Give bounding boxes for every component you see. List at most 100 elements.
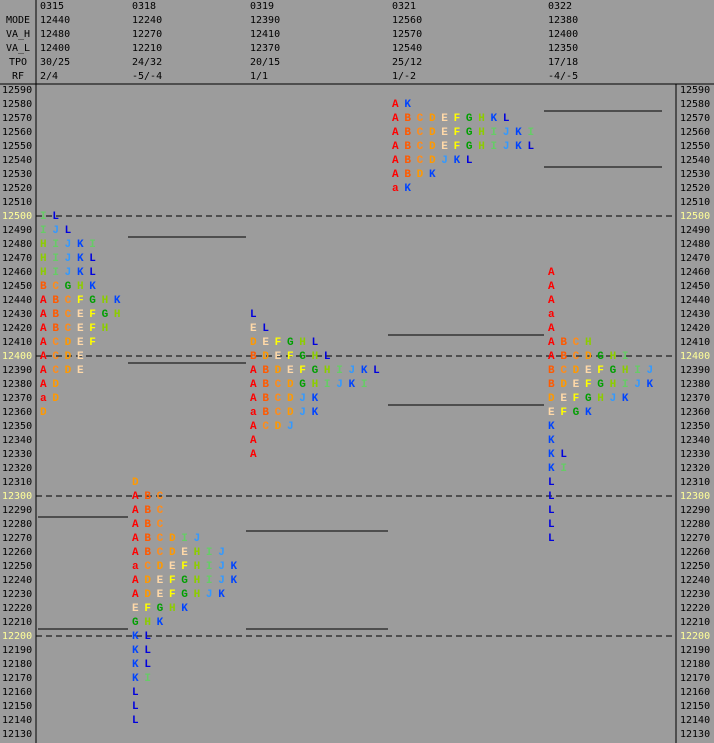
tpo-letter: J	[634, 379, 646, 391]
tpo-letter: C	[417, 155, 429, 167]
y-tick-label: 12460	[2, 267, 32, 278]
y-tick-label-right: 12450	[680, 281, 710, 292]
tpo-letter: D	[585, 351, 597, 363]
tpo-row: A	[548, 323, 560, 335]
tpo-letter: I	[40, 211, 52, 223]
tpo-letter: H	[102, 323, 114, 335]
y-tick-label: 12390	[2, 365, 32, 376]
tpo-letter: C	[157, 491, 169, 503]
tpo-letter: A	[548, 281, 560, 293]
tpo-letter: L	[132, 687, 144, 699]
tpo-letter: A	[548, 267, 560, 279]
tpo-letter: E	[77, 309, 89, 321]
y-tick-label: 12320	[2, 463, 32, 474]
tpo-row: ABCDEHIJ	[132, 547, 231, 559]
tpo-letter: L	[503, 113, 515, 125]
tpo-letter: I	[491, 127, 503, 139]
profile-tpo: 17/18	[548, 57, 578, 68]
tpo-row: GHK	[132, 617, 169, 629]
tpo-letter: J	[610, 393, 622, 405]
y-tick-label-right: 12330	[680, 449, 710, 460]
tpo-letter: C	[417, 141, 429, 153]
y-tick-label: 12430	[2, 309, 32, 320]
tpo-letter: C	[52, 351, 64, 363]
tpo-letter: F	[299, 365, 311, 377]
tpo-letter: H	[102, 295, 114, 307]
tpo-letter: K	[231, 561, 243, 573]
tpo-letter: B	[250, 351, 262, 363]
tpo-row: ABDK	[392, 169, 441, 181]
profile-mode: 12380	[548, 15, 578, 26]
tpo-letter: D	[560, 379, 572, 391]
tpo-letter: K	[89, 281, 101, 293]
tpo-letter: G	[89, 295, 101, 307]
tpo-row: AD	[40, 379, 65, 391]
profile-va-h: 12410	[250, 29, 280, 40]
tpo-letter: H	[194, 561, 206, 573]
profile-rf: -5/-4	[132, 71, 162, 82]
tpo-row: K	[548, 421, 560, 433]
tpo-row: DEFGHL	[250, 337, 324, 349]
y-tick-label-right: 12590	[680, 85, 710, 96]
tpo-letter: a	[40, 393, 52, 405]
y-tick-label: 12200	[2, 631, 32, 642]
y-tick-label-right: 12460	[680, 267, 710, 278]
tpo-letter: K	[132, 659, 144, 671]
tpo-letter: L	[250, 309, 262, 321]
tpo-letter: D	[275, 421, 287, 433]
tpo-row: HIJKL	[40, 267, 102, 279]
tpo-letter: D	[144, 589, 156, 601]
tpo-letter: L	[144, 659, 156, 671]
tpo-letter: L	[132, 715, 144, 727]
y-tick-label: 12560	[2, 127, 32, 138]
y-tick-label: 12440	[2, 295, 32, 306]
profile-va-l: 12370	[250, 43, 280, 54]
tpo-letter: H	[194, 589, 206, 601]
y-tick-label-right: 12370	[680, 393, 710, 404]
tpo-letter: E	[157, 575, 169, 587]
tpo-letter: H	[478, 127, 490, 139]
tpo-letter: D	[262, 351, 274, 363]
header-label: VA_H	[6, 29, 30, 40]
profile-mode: 12560	[392, 15, 422, 26]
y-tick-label: 12190	[2, 645, 32, 656]
profile-rf: 2/4	[40, 71, 58, 82]
tpo-letter: G	[181, 575, 193, 587]
profile-va-l: 12540	[392, 43, 422, 54]
tpo-letter: G	[597, 351, 609, 363]
tpo-letter: K	[181, 603, 193, 615]
tpo-letter: K	[429, 169, 441, 181]
tpo-letter: K	[548, 449, 560, 461]
tpo-letter: I	[560, 463, 572, 475]
tpo-letter: E	[573, 379, 585, 391]
tpo-row: ABCDEFGHKL	[392, 113, 515, 125]
tpo-row: AK	[392, 99, 417, 111]
tpo-row: KL	[132, 659, 157, 671]
tpo-letter: G	[466, 113, 478, 125]
tpo-letter: A	[132, 505, 144, 517]
tpo-letter: E	[262, 337, 274, 349]
tpo-letter: B	[52, 295, 64, 307]
tpo-letter: G	[132, 617, 144, 629]
tpo-letter: A	[40, 337, 52, 349]
y-tick-label-right: 12210	[680, 617, 710, 628]
tpo-letter: K	[404, 183, 416, 195]
tpo-letter: J	[336, 379, 348, 391]
tpo-row: A	[250, 435, 262, 447]
tpo-row: KL	[548, 449, 573, 461]
tpo-letter: a	[250, 407, 262, 419]
tpo-letter: K	[361, 365, 373, 377]
y-tick-label: 12410	[2, 337, 32, 348]
tpo-letter: F	[287, 351, 299, 363]
tpo-letter: A	[132, 575, 144, 587]
tpo-letter: C	[65, 309, 77, 321]
tpo-letter: A	[250, 365, 262, 377]
tpo-letter: A	[548, 295, 560, 307]
y-tick-label-right: 12570	[680, 113, 710, 124]
tpo-letter: J	[647, 365, 659, 377]
profile-mode: 12390	[250, 15, 280, 26]
tpo-letter: A	[40, 323, 52, 335]
profile-rf: -4/-5	[548, 71, 578, 82]
tpo-row: ABCDEFGHIJKI	[392, 127, 540, 139]
